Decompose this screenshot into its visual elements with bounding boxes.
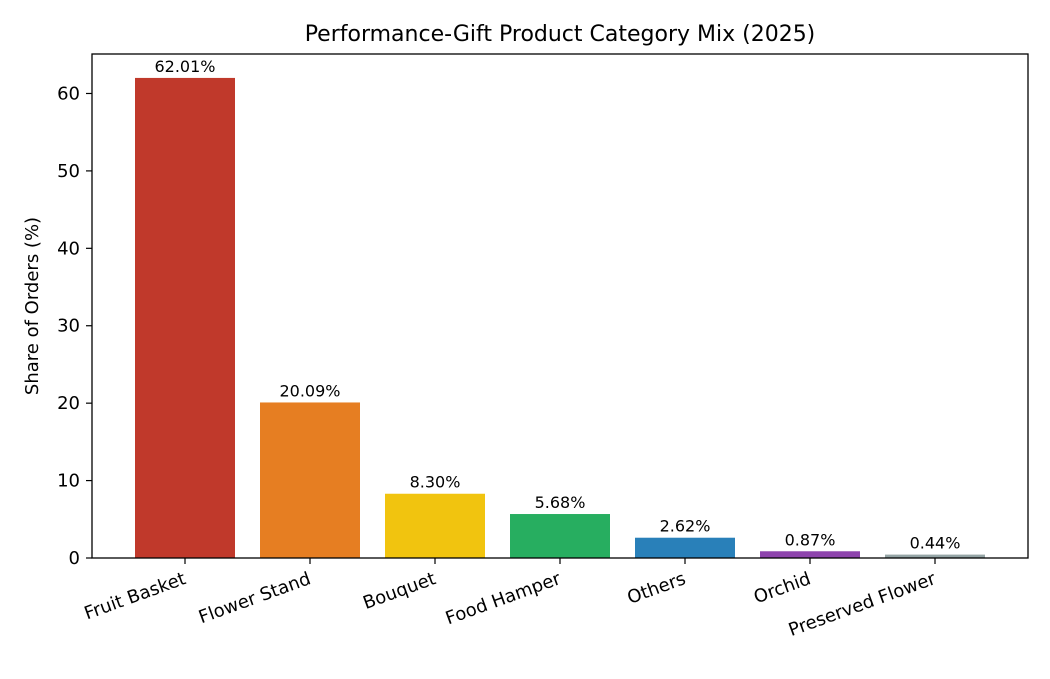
- y-tick-label: 60: [57, 83, 80, 104]
- bar-value-label: 20.09%: [279, 381, 340, 400]
- bar-flower-stand: [260, 402, 360, 558]
- y-tick-label: 0: [69, 548, 80, 569]
- x-tick-label: Food Hamper: [443, 568, 564, 629]
- bar-value-label: 0.87%: [785, 530, 836, 549]
- x-axis-ticks: Fruit Basket Flower Stand Bouquet Food Hamp…: [82, 558, 939, 641]
- x-tick-label: Fruit Basket: [82, 568, 189, 624]
- x-tick-label: Flower Stand: [196, 568, 314, 628]
- bar-bouquet: [385, 493, 485, 558]
- bar-value-label: 8.30%: [410, 473, 461, 492]
- x-tick-label: Orchid: [751, 568, 814, 608]
- x-tick-label: Others: [625, 568, 689, 608]
- y-tick-label: 30: [57, 316, 80, 337]
- bar-orchid: [760, 551, 860, 558]
- bar-fruit-basket: [135, 77, 235, 558]
- y-tick-label: 40: [57, 238, 80, 259]
- y-tick-label: 50: [57, 161, 80, 182]
- value-labels-group: 62.01% 20.09% 8.30% 5.68% 2.62% 0.87% 0.44%: [154, 57, 960, 553]
- bar-others: [635, 537, 735, 558]
- y-tick-label: 10: [57, 471, 80, 492]
- bar-value-label: 62.01%: [154, 57, 215, 76]
- bar-value-label: 5.68%: [535, 493, 586, 512]
- x-tick-label: Bouquet: [360, 568, 438, 614]
- bar-food-hamper: [510, 514, 610, 558]
- bar-value-label: 0.44%: [910, 534, 961, 553]
- y-axis-ticks: 0 10 20 30 40 50 60: [57, 83, 92, 569]
- bars-group: [135, 77, 985, 558]
- chart-title: Performance-Gift Product Category Mix (2…: [305, 22, 816, 47]
- bar-value-label: 2.62%: [660, 517, 711, 536]
- plot-area-frame: [91, 53, 1029, 559]
- bar-preserved-flower: [885, 554, 985, 558]
- y-axis-label: Share of Orders (%): [22, 217, 43, 395]
- y-tick-label: 20: [57, 393, 80, 414]
